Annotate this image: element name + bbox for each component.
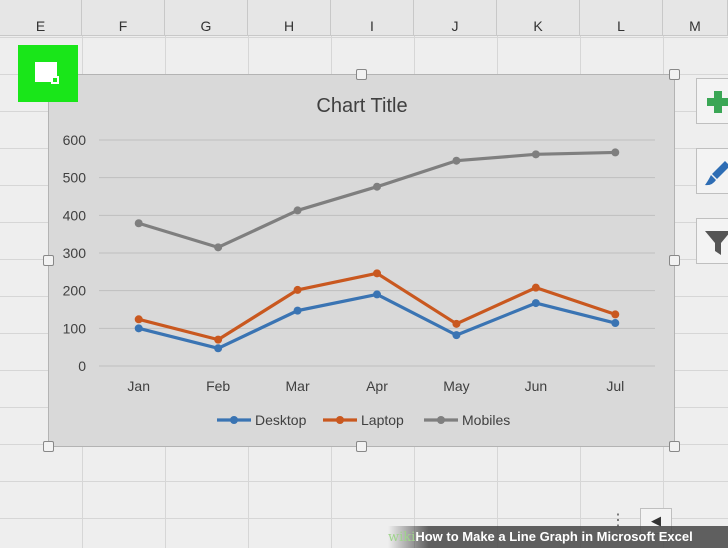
legend[interactable]: Desktop Laptop Mobiles xyxy=(217,412,510,428)
y-tick-label: 200 xyxy=(63,283,87,299)
resize-handle[interactable] xyxy=(669,255,680,266)
data-point[interactable] xyxy=(611,310,620,319)
column-header-l[interactable]: L xyxy=(580,0,663,36)
legend-item-mobiles[interactable]: Mobiles xyxy=(424,412,510,428)
series-mobiles xyxy=(134,148,620,252)
row-gridline xyxy=(0,37,728,38)
column-header-g[interactable]: G xyxy=(165,0,248,36)
brush-icon xyxy=(705,161,728,186)
data-point[interactable] xyxy=(214,243,223,252)
row-gridline xyxy=(0,481,728,482)
legend-item-desktop[interactable]: Desktop xyxy=(217,412,307,428)
resize-handle[interactable] xyxy=(356,441,367,452)
column-header-f[interactable]: F xyxy=(82,0,165,36)
data-point[interactable] xyxy=(373,269,381,278)
watermark-banner: wikiHow to Make a Line Graph in Microsof… xyxy=(388,526,728,548)
x-tick-label: Mar xyxy=(286,378,310,394)
x-tick-label: Apr xyxy=(366,378,388,394)
series-line-mobiles[interactable] xyxy=(138,150,616,249)
column-header-i[interactable]: I xyxy=(331,0,414,36)
column-header-j[interactable]: J xyxy=(414,0,497,36)
x-axis-ticks: Jan Feb Mar Apr May Jun Jul xyxy=(127,378,624,394)
banner-text: How to Make a Line Graph in Microsoft Ex… xyxy=(415,529,693,544)
legend-label: Laptop xyxy=(361,412,404,428)
data-point[interactable] xyxy=(531,283,540,292)
chart-styles-button[interactable] xyxy=(696,148,728,194)
data-point[interactable] xyxy=(214,344,223,353)
column-header-m[interactable]: M xyxy=(663,0,728,36)
column-header-e[interactable]: E xyxy=(0,0,82,36)
legend-swatch-marker xyxy=(230,416,238,424)
data-point[interactable] xyxy=(214,335,223,344)
gridlines xyxy=(99,139,655,367)
line-chart: Chart Title 0 100 200 300 400 500 600 Jan Feb Ma… xyxy=(63,95,655,428)
series-desktop xyxy=(134,290,620,353)
data-point[interactable] xyxy=(373,290,381,299)
y-tick-label: 600 xyxy=(63,132,87,148)
banner-brand: wiki xyxy=(388,530,416,545)
x-tick-label: Jul xyxy=(606,378,624,394)
data-point[interactable] xyxy=(452,156,461,165)
chart-elements-button[interactable] xyxy=(696,78,728,124)
y-tick-label: 100 xyxy=(63,320,87,336)
y-tick-label: 300 xyxy=(63,245,87,261)
resize-handle[interactable] xyxy=(356,69,367,80)
series-line-desktop[interactable] xyxy=(138,292,616,350)
chart-area[interactable]: Chart Title 0 100 200 300 400 500 600 Jan Feb Ma… xyxy=(48,74,675,447)
y-tick-label: 400 xyxy=(63,207,87,223)
data-point[interactable] xyxy=(293,306,302,315)
series-laptop xyxy=(134,269,620,344)
data-point[interactable] xyxy=(611,148,620,157)
x-tick-label: May xyxy=(443,378,469,394)
series-group xyxy=(134,148,620,353)
filter-icon xyxy=(705,231,728,255)
data-point[interactable] xyxy=(293,206,302,215)
column-header-k[interactable]: K xyxy=(497,0,580,36)
row-gridline xyxy=(0,518,728,519)
data-point[interactable] xyxy=(531,150,540,159)
x-tick-label: Jan xyxy=(127,378,150,394)
legend-swatch-marker xyxy=(437,416,445,424)
resize-handle[interactable] xyxy=(43,441,54,452)
data-point[interactable] xyxy=(452,319,461,328)
legend-label: Desktop xyxy=(255,412,307,428)
data-point[interactable] xyxy=(373,182,381,191)
chart-filters-button[interactable] xyxy=(696,218,728,264)
y-axis-ticks: 0 100 200 300 400 500 600 xyxy=(63,132,87,374)
resize-handle[interactable] xyxy=(669,69,680,80)
plus-icon xyxy=(707,91,728,113)
y-tick-label: 500 xyxy=(63,170,87,186)
data-point[interactable] xyxy=(611,319,620,328)
y-tick-label: 0 xyxy=(78,358,86,374)
x-tick-label: Jun xyxy=(525,378,548,394)
legend-swatch-marker xyxy=(336,416,344,424)
resize-handle[interactable] xyxy=(43,255,54,266)
legend-item-laptop[interactable]: Laptop xyxy=(323,412,404,428)
legend-label: Mobiles xyxy=(462,412,510,428)
x-tick-label: Feb xyxy=(206,378,230,394)
data-point[interactable] xyxy=(531,299,540,308)
resize-handle[interactable] xyxy=(669,441,680,452)
data-point[interactable] xyxy=(134,315,143,324)
cell-selection-handle-icon[interactable] xyxy=(18,45,78,102)
data-point[interactable] xyxy=(293,285,302,294)
data-point[interactable] xyxy=(134,324,143,333)
more-options-icon[interactable]: ⋮ xyxy=(610,512,626,529)
data-point[interactable] xyxy=(452,331,461,340)
chart-title[interactable]: Chart Title xyxy=(316,95,407,117)
column-header-h[interactable]: H xyxy=(248,0,331,36)
data-point[interactable] xyxy=(134,219,143,228)
